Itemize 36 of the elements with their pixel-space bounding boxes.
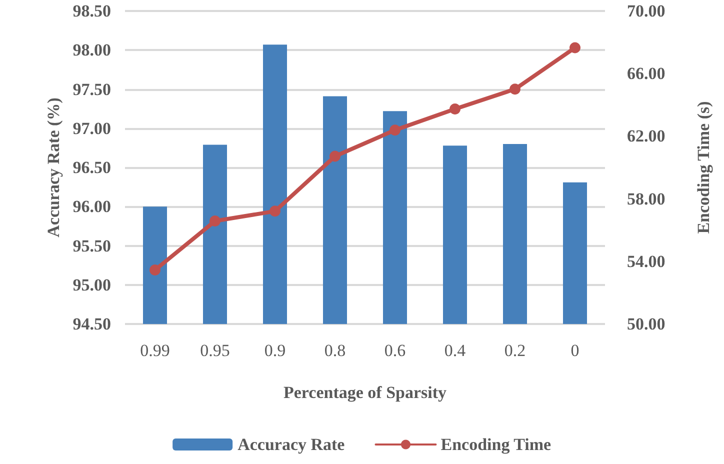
x-tick-label: 0.4 — [444, 341, 466, 360]
y-tick-label: 98.00 — [72, 40, 111, 60]
x-tick-label: 0.6 — [384, 341, 406, 360]
x-tick-label: 0 — [570, 341, 580, 360]
y-tick-label: 97.50 — [72, 80, 111, 99]
y2-tick-label: 66.00 — [627, 64, 666, 84]
y2-axis-title: Encoding Time (s) — [694, 101, 713, 234]
y2-tick-label: 54.00 — [627, 252, 666, 271]
x-tick-label: 0.95 — [200, 341, 230, 360]
x-axis-title: Percentage of Sparsity — [283, 383, 448, 402]
y-tick-label: 94.50 — [72, 314, 111, 334]
legend-label: Accuracy Rate — [238, 435, 346, 454]
x-tick-label: 0.99 — [140, 341, 170, 360]
y-tick-label: 96.50 — [72, 158, 111, 177]
y-axis-title: Accuracy Rate (%) — [44, 98, 63, 238]
point — [270, 206, 280, 217]
y-tick-label: 96.00 — [72, 197, 111, 216]
x-tick-label: 0.8 — [324, 341, 346, 360]
point — [150, 264, 160, 276]
y2-tick-label: 70.00 — [627, 2, 666, 20]
y2-tick-label: 58.00 — [627, 189, 666, 208]
y2-tick-label: 50.00 — [627, 314, 666, 334]
point — [330, 150, 340, 162]
legend-label: Encoding Time — [440, 435, 552, 454]
point — [450, 103, 460, 114]
y-tick-label: 95.00 — [72, 275, 111, 294]
y-tick-label: 95.50 — [72, 236, 111, 256]
point — [210, 216, 220, 227]
y2-tick-label: 62.00 — [627, 126, 666, 146]
y-tick-label: 98.50 — [72, 2, 111, 20]
x-tick-label: 0.2 — [504, 341, 526, 360]
point — [510, 84, 520, 95]
point — [390, 124, 400, 136]
point — [570, 42, 580, 54]
x-tick-label: 0.9 — [264, 341, 286, 360]
y-tick-label: 97.00 — [72, 118, 111, 138]
